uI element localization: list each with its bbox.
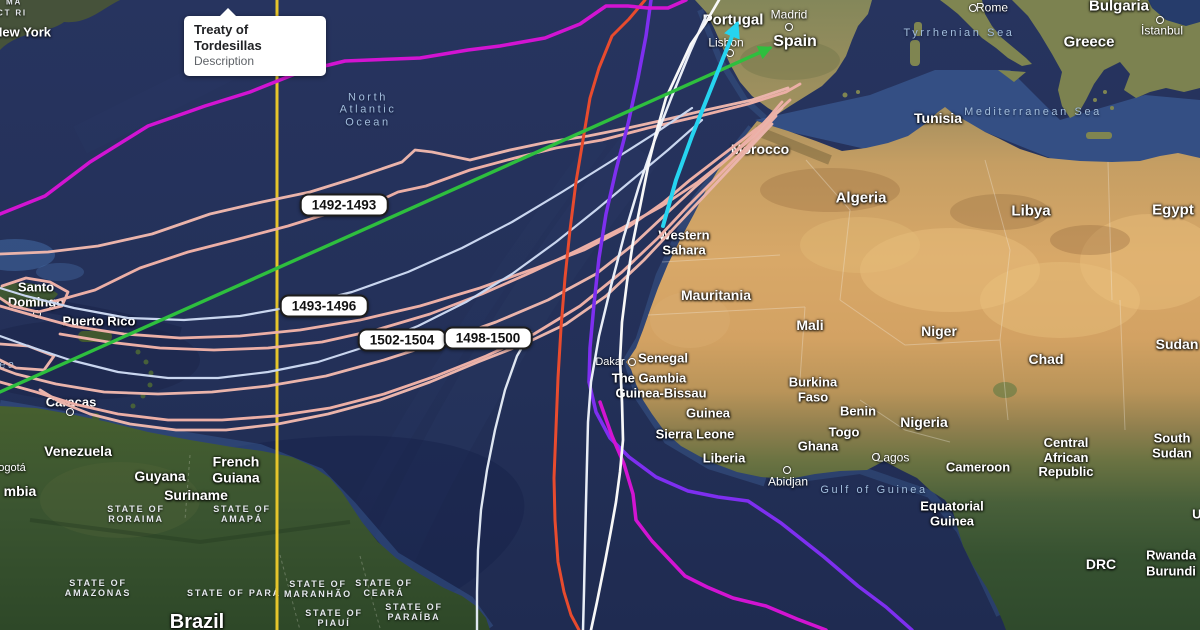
citie-label: Dakar — [595, 355, 625, 368]
countrie-label: Tunisia — [914, 110, 962, 127]
citie-label: Santo Domingo — [7, 279, 65, 309]
feature-tooltip[interactable]: Treaty of Tordesillas Description — [184, 8, 326, 76]
route-salmon-track-6[interactable] — [38, 122, 774, 432]
citie-label: Abidjan — [767, 474, 809, 489]
countrie-label: South Sudan — [1152, 430, 1192, 460]
route-salmon-loop-2[interactable] — [0, 342, 56, 372]
countrie-label: Venezuela — [44, 443, 112, 460]
route-salmon-loop-1[interactable] — [0, 276, 70, 314]
route-cyan-route[interactable] — [661, 20, 740, 228]
countrie-label: French Guiana — [212, 453, 260, 485]
countrie-label: Burkina Faso — [788, 374, 838, 404]
city-dot — [872, 453, 880, 461]
citie-label: Madrid — [770, 7, 808, 22]
state-label: STATE OF PARAÍBA — [385, 601, 443, 622]
route-salmon-track-2[interactable] — [0, 86, 790, 256]
countrie-label: Egypt — [1152, 201, 1194, 219]
countrie-label: Spain — [773, 33, 817, 51]
state-label: STATE OF RORAIMA — [107, 503, 165, 524]
countrie-label: Sudan — [1155, 336, 1199, 353]
city-dot — [1156, 16, 1164, 24]
citie-label: ogotá — [0, 461, 26, 474]
tooltip-title: Treaty of Tordesillas — [194, 22, 262, 53]
countrie-label: Bulgaria — [1088, 0, 1150, 15]
route-magenta-south-route[interactable] — [598, 400, 828, 630]
sea-label: Mediterranean Sea — [964, 105, 1102, 118]
state-label: CT RI — [0, 8, 27, 18]
sea-label: North Atlantic Ocean — [339, 91, 397, 129]
voyage-label-1498-1500[interactable]: 1498-1500 — [443, 326, 533, 350]
city-dot — [969, 4, 977, 12]
countrie-label: Brazil — [169, 610, 225, 630]
route-salmon-track-3[interactable] — [0, 98, 792, 340]
citie-label: Rome — [975, 0, 1009, 15]
countrie-label: Burundi — [1146, 563, 1196, 579]
sea-label: Tyrrhenian Sea — [903, 26, 1015, 39]
countrie-label: Ghana — [797, 438, 839, 454]
countrie-label: Mauritania — [680, 287, 752, 304]
countrie-label: Guyana — [134, 468, 186, 485]
countrie-label: Nigeria — [900, 414, 948, 431]
countrie-label: Uganda — [1192, 506, 1200, 522]
countrie-label: Central African Republic — [1038, 435, 1094, 480]
countrie-label: mbia — [3, 483, 37, 500]
state-label: STATE OF MARANHÃO — [284, 578, 352, 599]
route-salmon-track-5[interactable] — [0, 114, 778, 422]
tooltip-description: Description — [194, 54, 255, 68]
state-label: STATE OF CEARÁ — [355, 577, 413, 598]
voyage-label-1493-1496[interactable]: 1493-1496 — [279, 294, 369, 318]
city-dot — [66, 408, 74, 416]
state-label: MA — [5, 0, 23, 7]
countrie-label: Senegal — [638, 350, 688, 366]
countrie-label: Benin — [839, 403, 877, 419]
state-label: STATE OF PIAUÍ — [305, 607, 363, 628]
countrie-label: Libya — [1011, 202, 1051, 220]
city-dot — [783, 466, 791, 474]
countrie-label: Equatorial Guinea — [920, 498, 984, 528]
state-label: STATE OF PARÁ — [187, 587, 281, 598]
route-violet-coastal-route[interactable] — [587, 0, 914, 630]
route-red-route[interactable] — [552, 0, 647, 630]
countrie-label: Algeria — [835, 189, 887, 207]
countrie-label: The Gambia — [611, 370, 687, 386]
voyage-label-1502-1504[interactable]: 1502-1504 — [357, 328, 447, 352]
citie-label: New York — [0, 24, 52, 40]
city-dot — [628, 358, 636, 366]
countrie-label: Mali — [796, 317, 824, 334]
route-salmon-track-7[interactable] — [58, 100, 784, 352]
countrie-label: Guinea — [685, 405, 731, 421]
countrie-label: Togo — [828, 424, 860, 440]
countrie-label: Sierra Leone — [655, 426, 735, 442]
city-dot — [785, 23, 793, 31]
countrie-label: DRC — [1085, 556, 1117, 573]
sea-label: Gulf of Guinea — [820, 483, 928, 496]
citie-label: İstanbul — [1140, 23, 1184, 38]
route-white-route-2[interactable] — [581, 14, 708, 630]
state-label: STATE OF AMAZONAS — [64, 577, 132, 598]
voyage-label-1492-1493[interactable]: 1492-1493 — [299, 193, 389, 217]
route-pale-track-1[interactable] — [0, 106, 694, 322]
route-magenta-transatlantic-route[interactable] — [0, 0, 688, 216]
route-direct-line[interactable] — [0, 46, 773, 394]
route-white-route-1[interactable] — [589, 0, 721, 630]
citie-label: Lagos — [876, 450, 910, 465]
countrie-label: Guinea-Bissau — [615, 385, 707, 401]
countrie-label: Suriname — [164, 487, 228, 504]
countrie-label: Western Sahara — [658, 227, 710, 257]
countrie-label: Liberia — [702, 450, 746, 466]
countrie-label: Rwanda — [1146, 547, 1196, 563]
countrie-label: Niger — [921, 323, 957, 340]
countrie-label: Cameroon — [945, 459, 1011, 475]
route-pale-south-route[interactable] — [475, 330, 533, 630]
countrie-label: Chad — [1028, 351, 1064, 368]
state-label: STATE OF AMAPÁ — [213, 503, 271, 524]
countrie-label: Greece — [1063, 33, 1115, 51]
countrie-label: Portugal — [702, 11, 764, 29]
